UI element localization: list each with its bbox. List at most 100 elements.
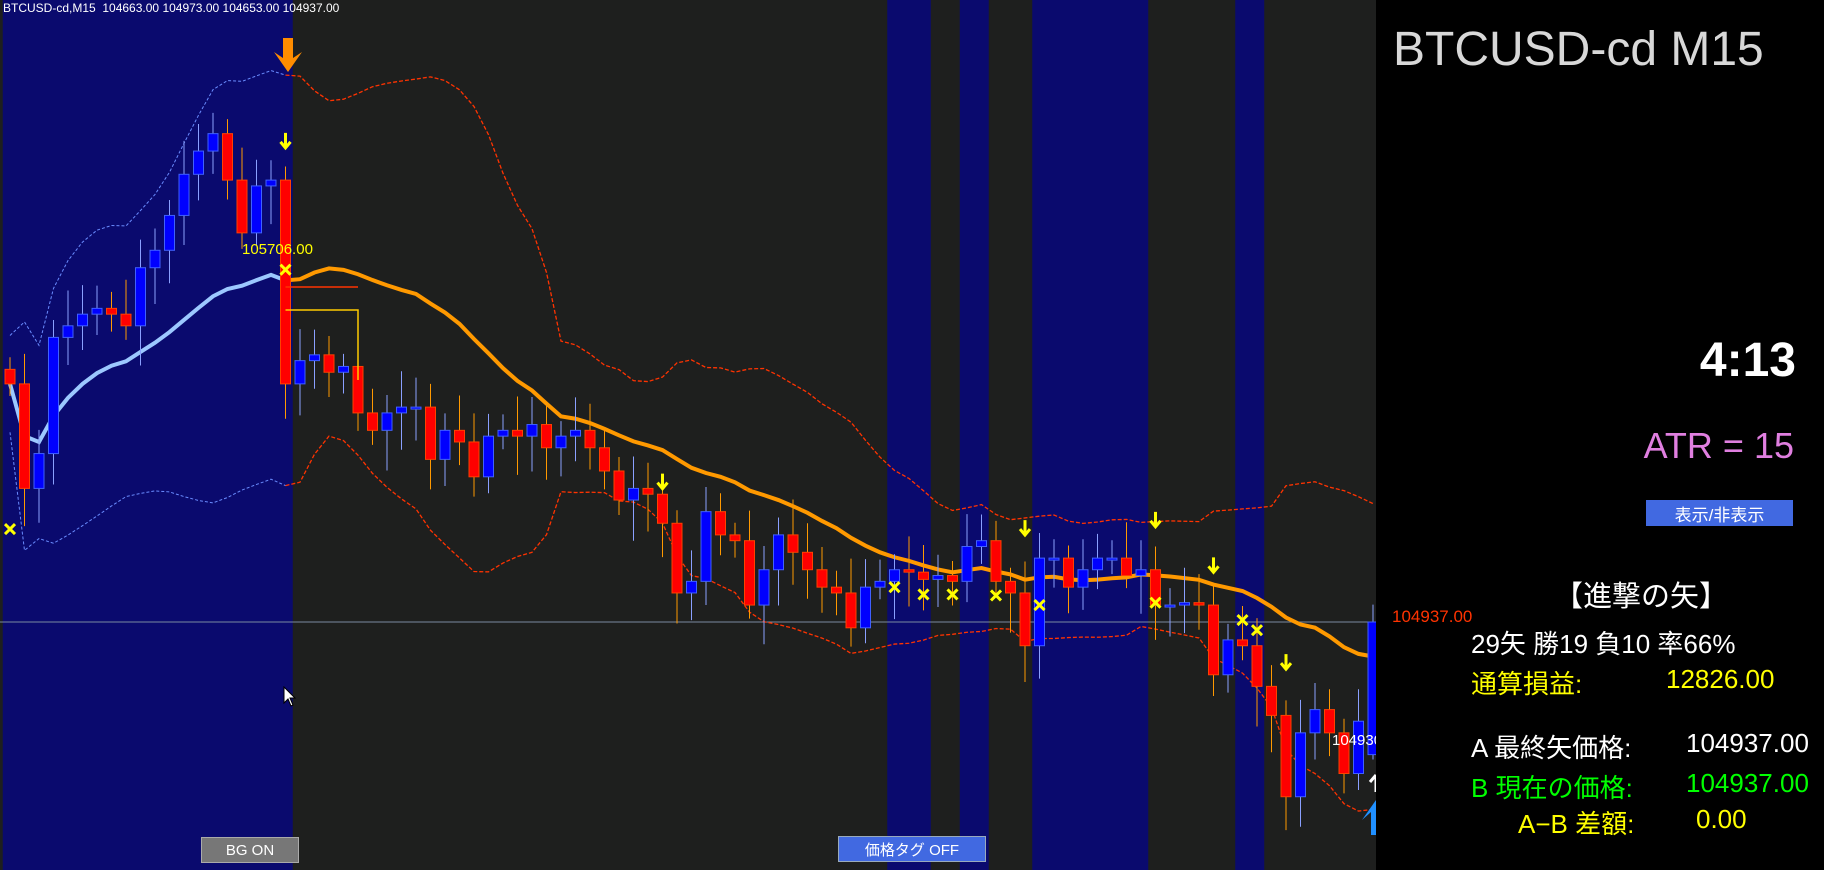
candle-body xyxy=(1222,639,1234,676)
candle-body xyxy=(1266,685,1277,716)
candle-body xyxy=(802,551,813,571)
candle-body xyxy=(947,575,958,582)
candle-body xyxy=(454,429,465,443)
candle-body xyxy=(1135,569,1147,577)
candle-body xyxy=(1295,732,1306,798)
sell-arrow-icon xyxy=(1149,511,1162,530)
total-pnl-value: 12826.00 xyxy=(1666,664,1775,694)
candle-body xyxy=(193,150,204,175)
lower-band-line xyxy=(285,435,1374,812)
candle-body xyxy=(265,179,277,187)
candle-body xyxy=(106,307,117,315)
mouse-cursor-icon xyxy=(283,686,297,707)
sell-arrow-icon xyxy=(656,473,669,491)
candle-body xyxy=(367,412,378,431)
current-price-value: 104937.00 xyxy=(1686,768,1809,798)
win-loss-stats: 29矢 勝19 負10 率66% xyxy=(1471,629,1736,659)
candle-body xyxy=(1338,732,1350,774)
candle-body xyxy=(555,435,567,449)
bg-zone xyxy=(1032,0,1149,870)
candle-body xyxy=(294,360,306,385)
big-up-arrow-icon xyxy=(1362,800,1376,835)
candle-body xyxy=(845,592,857,629)
exit-x-mark-icon xyxy=(1250,624,1264,637)
bg-zone xyxy=(959,0,989,870)
candle-body xyxy=(1048,557,1060,561)
candle-body xyxy=(628,487,639,501)
candle-body xyxy=(425,406,436,460)
price-chart[interactable]: BTCUSD-cd,M15 104663.00 104973.00 104653… xyxy=(0,0,1403,870)
candle-body xyxy=(497,429,509,437)
candle-body xyxy=(410,406,422,410)
last-arrow-price-label: A 最終矢価格: xyxy=(1471,733,1632,763)
candle-body xyxy=(33,453,45,489)
candle-body xyxy=(1353,720,1364,774)
upper-band-line xyxy=(285,74,1374,525)
candle-body xyxy=(77,313,88,327)
price-tag-toggle-button[interactable]: 価格タグ OFF xyxy=(838,836,986,862)
candle-body xyxy=(207,133,219,152)
candle-body xyxy=(729,534,741,542)
candle-body xyxy=(1063,557,1074,588)
candle-body xyxy=(1005,580,1016,594)
candle-body xyxy=(135,267,146,327)
candle-body xyxy=(1208,604,1219,676)
candle-body xyxy=(396,406,407,414)
candle-body xyxy=(19,383,30,489)
candle-body xyxy=(1193,602,1205,606)
candle-body xyxy=(715,511,726,536)
candle-body xyxy=(584,429,596,449)
candle-body xyxy=(961,545,973,582)
sell-arrow-icon xyxy=(279,132,292,151)
candle-body xyxy=(744,540,755,606)
candle-body xyxy=(990,540,1002,582)
candle-body xyxy=(381,412,393,431)
candle-body xyxy=(4,368,16,385)
candle-body xyxy=(280,179,291,385)
candle-body xyxy=(1179,602,1190,606)
candle-body xyxy=(164,214,175,251)
candle-body xyxy=(1077,569,1089,588)
candle-body xyxy=(48,336,59,455)
candle-body xyxy=(903,569,915,573)
candle-body xyxy=(178,173,190,216)
candle-body xyxy=(1280,714,1292,798)
candle-body xyxy=(860,586,871,629)
candle-body xyxy=(468,441,480,478)
high-value: 104973.00 xyxy=(162,1,220,15)
candle-body xyxy=(62,325,74,338)
exit-x-mark-icon xyxy=(3,523,17,536)
bg-zone xyxy=(1235,0,1265,870)
exit-x-mark-icon xyxy=(946,588,959,601)
candle-body xyxy=(1164,604,1176,608)
sell-arrow-icon xyxy=(1018,520,1032,538)
sell-arrow-icon xyxy=(1279,654,1293,672)
candle-body xyxy=(816,569,828,588)
candle-body xyxy=(918,571,929,580)
bg-toggle-button[interactable]: BG ON xyxy=(201,837,299,863)
candle-body xyxy=(439,429,451,460)
high-price-tag: 105706.00 xyxy=(242,241,313,258)
big-down-arrow-icon xyxy=(274,38,302,72)
low-value: 104653.00 xyxy=(222,1,280,15)
last-arrow-price-value: 104937.00 xyxy=(1686,728,1809,758)
candle-body xyxy=(120,313,132,327)
candle-body xyxy=(149,249,161,269)
candle-body xyxy=(671,522,683,594)
ohlc-readout: BTCUSD-cd,M15 104663.00 104973.00 104653… xyxy=(3,1,339,15)
show-hide-button[interactable]: 表示/非表示 xyxy=(1646,500,1793,526)
difference-value: 0.00 xyxy=(1696,804,1747,834)
candle-body xyxy=(700,511,712,582)
exit-x-mark-icon xyxy=(917,588,930,601)
current-price-label: B 現在の価格: xyxy=(1471,773,1633,803)
candle-body xyxy=(1150,569,1161,606)
candle-body xyxy=(599,447,610,472)
candle-body xyxy=(642,487,654,495)
candle-body xyxy=(1019,592,1031,647)
current-price-tag: 104937.00 xyxy=(1392,607,1473,626)
candle-body xyxy=(570,429,581,437)
candle-body xyxy=(91,307,103,315)
candle-body xyxy=(541,424,552,449)
candle-body xyxy=(831,586,842,594)
small-up-arrow-icon xyxy=(1368,774,1376,792)
